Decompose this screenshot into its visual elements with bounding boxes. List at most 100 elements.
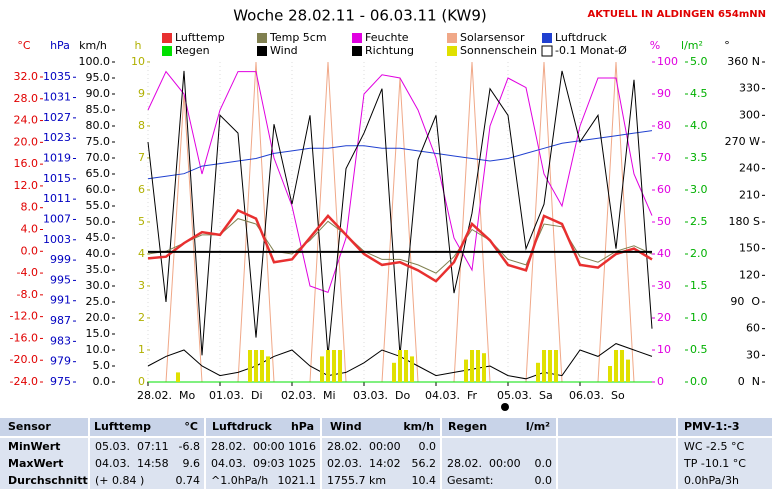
y-tick-label: 4.0 xyxy=(690,119,708,132)
cell-value: 9.6 xyxy=(182,457,201,470)
legend-label: -0.1 Monat-Ø xyxy=(555,44,627,57)
header-unit: °C xyxy=(184,420,198,433)
y-tick-label: 270 W xyxy=(725,135,760,148)
y-tick-label: 10 xyxy=(657,343,671,356)
y-tick-label: 991 xyxy=(50,294,71,307)
cell-value: -6.8 xyxy=(178,440,200,453)
legend-swatch xyxy=(541,45,553,57)
sunshine-bar xyxy=(542,350,546,382)
cell-date: 04.03. 09:03 xyxy=(211,457,285,470)
x-tick-label: 06.03. So xyxy=(569,389,625,402)
cell-date: 1755.7 km xyxy=(327,474,387,487)
y-tick-label: 80 xyxy=(657,119,671,132)
header-cell: Luftdruck hPa xyxy=(206,418,320,436)
row-label-cell: MinWert xyxy=(0,438,88,455)
y-tick-label: 55.0 xyxy=(86,199,111,212)
y-tick-label: 25.0 xyxy=(86,295,111,308)
axis-title: % xyxy=(650,39,660,52)
legend-swatch xyxy=(447,46,457,56)
y-tick-label: 5.0 xyxy=(690,55,708,68)
sunshine-bar xyxy=(482,353,486,382)
data-cell: 28.02. 00:00 0.0 xyxy=(322,438,440,455)
y-tick-label: 0 N xyxy=(738,375,760,388)
sunshine-bar xyxy=(548,350,552,382)
y-tick-label: -20.0 xyxy=(10,353,38,366)
y-tick-label: 979 xyxy=(50,355,71,368)
y-tick-label: 40.0 xyxy=(86,247,111,260)
y-tick-label: 150 xyxy=(739,242,760,255)
sunshine-bar xyxy=(326,350,330,382)
header-text: Regen xyxy=(448,420,488,433)
axis-title: km/h xyxy=(79,39,107,52)
legend-swatch xyxy=(257,46,267,56)
y-tick-label: 40 xyxy=(657,247,671,260)
y-tick-label: 6 xyxy=(138,183,145,196)
y-tick-label: 1011 xyxy=(43,192,71,205)
y-tick-label: 3.5 xyxy=(690,151,708,164)
y-tick-label: 995 xyxy=(50,273,71,286)
data-cell: WC -2.5 °C xyxy=(678,438,772,455)
y-tick-label: 8.0 xyxy=(21,201,39,214)
legend-label: Temp 5cm xyxy=(269,31,327,44)
header-text: PMV-1:-3 xyxy=(684,420,740,433)
sunshine-bar xyxy=(410,356,414,382)
y-tick-label: 5 xyxy=(138,215,145,228)
row-label-cell: MaxWert xyxy=(0,455,88,472)
y-tick-label: 300 xyxy=(739,108,760,121)
y-tick-label: 10 xyxy=(131,55,145,68)
y-tick-label: 7 xyxy=(138,151,145,164)
chart: Woche 28.02.11 - 06.03.11 (KW9) AKTUELL … xyxy=(10,7,766,411)
axis-title: °C xyxy=(17,39,31,52)
legend-swatch xyxy=(542,33,552,43)
legend-swatch xyxy=(352,46,362,56)
y-tick-label: 95.0 xyxy=(86,71,111,84)
axis-title: hPa xyxy=(50,39,70,52)
series-line xyxy=(147,208,653,283)
y-tick-label: 1.0 xyxy=(690,311,708,324)
y-tick-label: 210 xyxy=(739,188,760,201)
y-tick-label: 1019 xyxy=(43,152,71,165)
y-tick-label: 2.0 xyxy=(690,247,708,260)
sunshine-bar xyxy=(338,350,342,382)
x-tick-label: 02.03. Mi xyxy=(281,389,336,402)
y-tick-label: 1003 xyxy=(43,233,71,246)
series-line xyxy=(147,130,653,180)
y-tick-label: 90 xyxy=(657,87,671,100)
sunshine-bar xyxy=(332,350,336,382)
y-tick-label: 1.5 xyxy=(690,279,708,292)
y-tick-label: 70.0 xyxy=(86,151,111,164)
x-tick-label: 04.03. Fr xyxy=(425,389,478,402)
y-tick-label: -8.0 xyxy=(17,288,38,301)
x-tick-label: 28.02. Mo xyxy=(137,389,195,402)
sunshine-bar xyxy=(536,362,540,382)
sunshine-bar xyxy=(248,350,252,382)
y-tick-label: 10.0 xyxy=(86,343,111,356)
axis-title: ° xyxy=(724,39,730,52)
cell-date: 28.02. 00:00 xyxy=(447,457,521,470)
legend-swatch xyxy=(447,33,457,43)
series-line xyxy=(147,218,653,274)
y-tick-label: 15.0 xyxy=(86,327,111,340)
cell-value: 10.4 xyxy=(411,474,437,487)
y-tick-label: 45.0 xyxy=(86,231,111,244)
cell-value: 0.74 xyxy=(175,474,201,487)
cell-date: 28.02. 00:00 xyxy=(327,440,401,453)
y-tick-label: 1007 xyxy=(43,212,71,225)
y-tick-label: 30 xyxy=(746,348,760,361)
y-tick-label: 983 xyxy=(50,334,71,347)
data-cell xyxy=(442,438,556,455)
pmv-value: WC -2.5 °C xyxy=(684,440,745,453)
header-unit: hPa xyxy=(290,420,314,433)
sunshine-bar xyxy=(260,350,264,382)
y-tick-label: 4.0 xyxy=(21,222,39,235)
y-tick-label: 5.0 xyxy=(93,359,111,372)
x-tick-label: 05.03. Sa xyxy=(497,389,553,402)
y-tick-label: 100 xyxy=(657,55,678,68)
y-tick-label: 50 xyxy=(657,215,671,228)
legend-swatch xyxy=(352,33,362,43)
data-cell: 04.03. 09:03 1025 xyxy=(206,455,320,472)
row-label: MinWert xyxy=(8,440,61,453)
y-tick-label: 32.0 xyxy=(14,70,39,83)
y-tick-label: 30.0 xyxy=(86,279,111,292)
data-cell: (+ 0.84 ) 0.74 xyxy=(90,472,204,489)
